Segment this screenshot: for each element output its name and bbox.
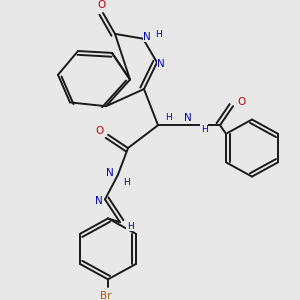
Text: O: O bbox=[237, 98, 245, 107]
Text: H: H bbox=[156, 30, 162, 39]
Text: N: N bbox=[143, 32, 151, 42]
Text: N: N bbox=[184, 112, 192, 123]
Text: N: N bbox=[106, 168, 114, 178]
Text: Br: Br bbox=[100, 292, 112, 300]
Text: N: N bbox=[95, 196, 103, 206]
Text: O: O bbox=[96, 126, 104, 136]
Text: O: O bbox=[97, 0, 105, 11]
Text: H: H bbox=[201, 124, 207, 134]
Text: H: H bbox=[165, 113, 171, 122]
Text: N: N bbox=[157, 59, 165, 69]
Text: H: H bbox=[127, 222, 134, 231]
Text: H: H bbox=[123, 178, 129, 187]
